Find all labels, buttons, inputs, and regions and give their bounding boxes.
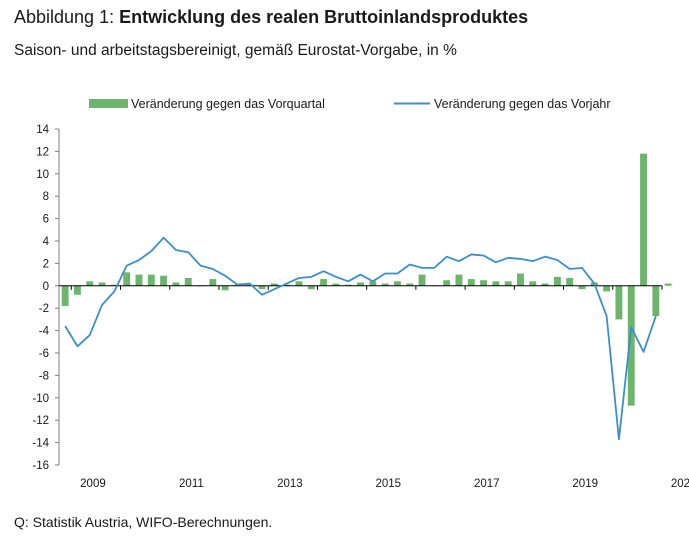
- y-tick-label: -6: [39, 348, 49, 360]
- bar: [344, 284, 352, 286]
- x-tick-label: 2013: [277, 478, 303, 490]
- y-tick-label: 12: [36, 146, 49, 158]
- bar: [86, 281, 94, 286]
- y-tick-label: 6: [43, 214, 49, 226]
- bar-series: [61, 153, 672, 406]
- y-axis: -16 -14 -12 -10 -8 -6 -4 -2 0 2 4 6 8 10 12 14: [32, 124, 60, 472]
- bar: [418, 274, 426, 286]
- bar: [553, 276, 561, 286]
- line-path: [64, 236, 657, 441]
- y-tick-label: -16: [32, 460, 49, 472]
- x-tick-label: 2015: [376, 478, 402, 490]
- bar: [566, 277, 574, 286]
- x-axis: [59, 285, 663, 290]
- bar: [615, 285, 623, 320]
- bar: [517, 273, 524, 286]
- y-tick-label: -4: [39, 326, 50, 338]
- bar: [455, 274, 463, 286]
- y-tick-label: 14: [36, 124, 49, 136]
- bar: [270, 283, 278, 286]
- bar: [61, 285, 69, 306]
- bar: [221, 285, 229, 291]
- x-tick-label: 2009: [80, 478, 106, 490]
- bar: [504, 281, 512, 286]
- bar: [258, 285, 266, 290]
- bar: [307, 285, 315, 290]
- bar: [627, 285, 635, 406]
- bar: [147, 274, 155, 286]
- bar: [135, 274, 143, 286]
- bar: [209, 279, 217, 286]
- x-tick-label: 2017: [474, 478, 500, 490]
- bar: [172, 282, 180, 286]
- legend: Veränderung gegen das Vorquartal Verände…: [89, 97, 611, 111]
- bar: [369, 281, 377, 286]
- bar: [123, 272, 131, 286]
- bar: [295, 281, 303, 286]
- line-series: [64, 236, 657, 441]
- bar: [393, 281, 401, 286]
- source-note: Q: Statistik Austria, WIFO-Berechnungen.: [14, 514, 273, 530]
- legend-bar-swatch: [89, 99, 128, 108]
- figure-label: Abbildung 1:: [14, 7, 115, 27]
- bar: [110, 284, 118, 286]
- bar: [184, 277, 192, 286]
- y-tick-label: 4: [43, 236, 50, 248]
- y-tick-label: -2: [39, 303, 49, 315]
- y-tick-label: -8: [39, 370, 49, 382]
- bar: [98, 282, 106, 286]
- legend-bar-label: Veränderung gegen das Vorquartal: [131, 97, 325, 111]
- x-tick-labels: 2009 2011 2013 2015 2017 2019 2021: [80, 478, 689, 490]
- y-tick-label: 8: [43, 191, 49, 203]
- y-tick-label: 10: [36, 169, 49, 181]
- y-tick-label: 2: [43, 258, 49, 270]
- bar: [381, 283, 389, 286]
- legend-line-label: Veränderung gegen das Vorjahr: [434, 97, 611, 111]
- y-tick-label: -12: [32, 415, 49, 427]
- bar: [332, 283, 340, 286]
- bar: [492, 281, 500, 286]
- bar: [578, 285, 586, 290]
- bar: [640, 153, 647, 286]
- bar: [320, 279, 328, 286]
- bar: [603, 285, 611, 292]
- chart-subtitle: Saison- und arbeitstagsbereinigt, gemäß …: [14, 42, 457, 59]
- bar: [480, 280, 488, 286]
- bar: [246, 284, 254, 286]
- bar: [74, 285, 81, 295]
- bar: [467, 279, 475, 286]
- x-tick-label: 2011: [179, 478, 204, 490]
- bar: [529, 281, 537, 286]
- bar: [652, 285, 660, 317]
- y-tick-label: -10: [32, 393, 49, 405]
- bar: [443, 280, 451, 286]
- bar: [283, 284, 291, 286]
- bar: [664, 283, 672, 286]
- y-tick-label: 0: [43, 281, 49, 293]
- bar: [541, 283, 549, 286]
- y-tick-label: -14: [32, 438, 49, 450]
- x-tick-label: 2021: [671, 478, 689, 490]
- bar: [357, 282, 364, 286]
- x-tick-label: 2019: [572, 478, 598, 490]
- bar: [160, 275, 168, 286]
- bar: [406, 283, 414, 286]
- figure-title: Abbildung 1: Entwicklung des realen Brut…: [14, 7, 528, 28]
- chart-title: Entwicklung des realen Bruttoinlandsprod…: [119, 7, 529, 27]
